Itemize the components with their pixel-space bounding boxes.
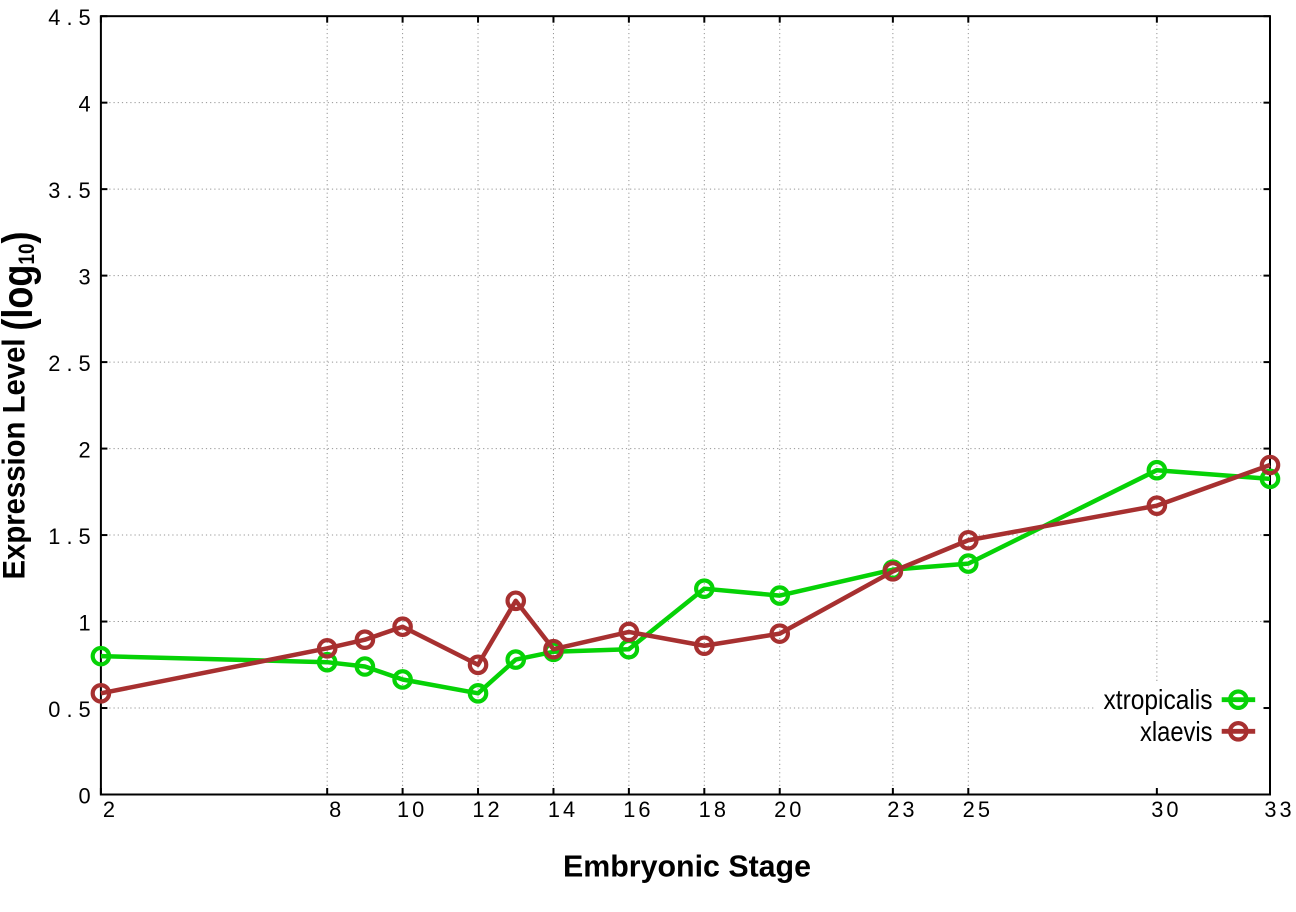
svg-text:2: 2	[103, 797, 115, 822]
svg-text:2: 2	[774, 797, 786, 822]
svg-text:1: 1	[397, 797, 409, 822]
svg-text:2: 2	[488, 797, 500, 822]
svg-text:3: 3	[1264, 797, 1276, 822]
svg-text:xlaevis: xlaevis	[1140, 716, 1213, 747]
svg-text:0: 0	[412, 797, 424, 822]
svg-text:5: 5	[79, 697, 91, 722]
svg-text:4: 4	[48, 5, 60, 30]
svg-text:.: .	[66, 351, 72, 376]
svg-text:8: 8	[714, 797, 726, 822]
svg-text:3: 3	[48, 178, 60, 203]
svg-text:3: 3	[902, 797, 914, 822]
svg-text:2: 2	[48, 351, 60, 376]
svg-text:3: 3	[1280, 797, 1292, 822]
svg-text:1: 1	[548, 797, 560, 822]
svg-text:5: 5	[978, 797, 990, 822]
svg-text:Embryonic Stage: Embryonic Stage	[563, 849, 811, 884]
svg-text:2: 2	[963, 797, 975, 822]
svg-text:xtropicalis: xtropicalis	[1104, 684, 1213, 715]
svg-text:.: .	[66, 178, 72, 203]
svg-text:6: 6	[638, 797, 650, 822]
svg-text:2: 2	[887, 797, 899, 822]
svg-text:0: 0	[79, 783, 91, 808]
svg-text:.: .	[66, 697, 72, 722]
svg-text:1: 1	[699, 797, 711, 822]
svg-text:.: .	[66, 5, 72, 30]
svg-text:0: 0	[1166, 797, 1178, 822]
svg-text:5: 5	[79, 524, 91, 549]
svg-text:.: .	[66, 524, 72, 549]
svg-text:1: 1	[623, 797, 635, 822]
svg-text:5: 5	[79, 351, 91, 376]
svg-text:1: 1	[79, 610, 91, 635]
svg-text:1: 1	[48, 524, 60, 549]
svg-text:0: 0	[789, 797, 801, 822]
svg-text:4: 4	[79, 91, 91, 116]
svg-text:3: 3	[79, 264, 91, 289]
svg-text:0: 0	[48, 697, 60, 722]
svg-text:4: 4	[563, 797, 575, 822]
svg-text:1: 1	[472, 797, 484, 822]
svg-text:5: 5	[79, 178, 91, 203]
svg-text:2: 2	[79, 437, 91, 462]
svg-text:5: 5	[79, 5, 91, 30]
svg-text:3: 3	[1151, 797, 1163, 822]
svg-text:Expression Level: Expression Level	[0, 339, 32, 580]
svg-text:8: 8	[329, 797, 341, 822]
